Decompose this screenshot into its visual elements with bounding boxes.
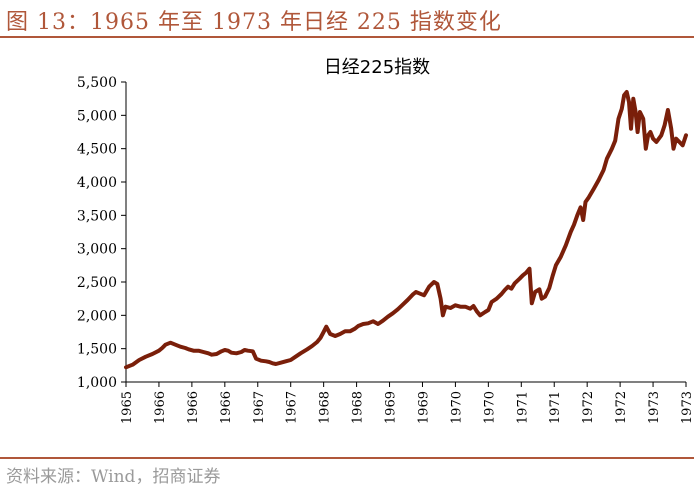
x-tick-group: 1965 1966 1966 1966 1967 1967 1968 1968 1969 1969… bbox=[120, 382, 694, 424]
x-tick-label: 1966 bbox=[186, 391, 201, 424]
x-tick-label: 1970 bbox=[449, 391, 464, 424]
y-tick-label: 5,500 bbox=[77, 75, 117, 91]
y-tick-group: 1,000 1,500 2,000 2,500 3,000 3,500 4,000 4,500… bbox=[77, 75, 126, 391]
x-tick-label: 1968 bbox=[351, 391, 366, 424]
x-tick-label: 1967 bbox=[252, 391, 267, 424]
y-tick-label: 2,500 bbox=[77, 275, 117, 291]
nikkei-line-chart: 日经225指数 1,000 1,500 2,000 2,500 3,000 3,500 4,… bbox=[77, 57, 694, 424]
x-tick-label: 1966 bbox=[153, 391, 168, 424]
x-tick-label: 1967 bbox=[285, 391, 300, 424]
y-tick-label: 1,000 bbox=[77, 375, 117, 391]
x-tick-label: 1972 bbox=[614, 391, 629, 424]
y-tick-label: 3,000 bbox=[77, 242, 117, 258]
y-tick-label: 4,500 bbox=[77, 142, 117, 158]
x-tick-label: 1971 bbox=[548, 391, 563, 424]
x-tick-label: 1966 bbox=[219, 391, 234, 424]
x-tick-label: 1973 bbox=[680, 391, 694, 424]
y-tick-label: 2,000 bbox=[77, 308, 117, 324]
y-tick-label: 3,500 bbox=[77, 208, 117, 224]
x-tick-label: 1973 bbox=[647, 391, 662, 424]
y-tick-label: 1,500 bbox=[77, 342, 117, 358]
y-tick-label: 5,000 bbox=[77, 108, 117, 124]
series-line-nikkei bbox=[124, 90, 688, 370]
x-tick-label: 1968 bbox=[318, 391, 333, 424]
figure-title: 图 13：1965 年至 1973 年日经 225 指数变化 bbox=[6, 10, 502, 35]
x-tick-label: 1971 bbox=[515, 391, 530, 424]
source-divider bbox=[0, 457, 694, 459]
x-tick-label: 1965 bbox=[120, 391, 135, 424]
chart-title: 日经225指数 bbox=[324, 57, 430, 78]
x-tick-label: 1970 bbox=[482, 391, 497, 424]
x-tick-label: 1972 bbox=[581, 391, 596, 424]
x-tick-label: 1969 bbox=[416, 391, 431, 424]
y-tick-label: 4,000 bbox=[77, 175, 117, 191]
source-note: 资料来源：Wind，招商证券 bbox=[6, 467, 221, 487]
x-tick-label: 1969 bbox=[384, 391, 399, 424]
title-divider bbox=[0, 36, 694, 38]
